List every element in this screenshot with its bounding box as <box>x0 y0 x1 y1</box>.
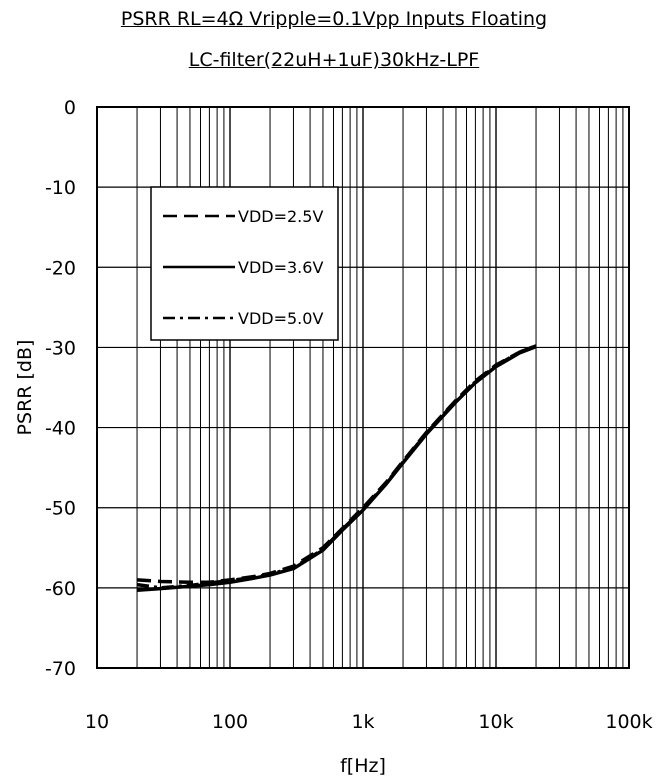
x-tick-label: 100 <box>212 711 248 733</box>
y-tick-label: -60 <box>45 578 76 600</box>
y-axis-label: PSRR [dB] <box>14 340 36 436</box>
y-tick-label: -20 <box>45 257 76 279</box>
plot-frame <box>96 106 630 669</box>
y-tick-label: 0 <box>64 97 76 119</box>
x-tick-label: 1k <box>351 711 374 733</box>
y-tick-label: -10 <box>45 177 76 199</box>
legend-label: VDD=2.5V <box>238 207 323 226</box>
series-line-VDD=5.0V <box>136 344 537 590</box>
y-tick-label: -40 <box>45 418 76 440</box>
x-tick-label: 100k <box>605 711 652 733</box>
chart-subtitle: LC-filter(22uH+1uF)30kHz-LPF <box>188 49 480 71</box>
series-lines <box>136 344 537 593</box>
tick-labels: 10 100 1k 10k 100k 0 -10 -20 -30 -40 -50 -60 -70 <box>45 97 653 733</box>
legend-label: VDD=5.0V <box>238 309 323 328</box>
y-tick-label: -30 <box>45 337 76 359</box>
y-tick-label: -70 <box>45 658 76 680</box>
chart-title: PSRR RL=4Ω Vripple=0.1Vpp Inputs Floatin… <box>120 8 548 30</box>
x-tick-label: 10 <box>85 711 109 733</box>
legend-box <box>150 186 339 341</box>
legend-label: VDD=3.6V <box>238 258 323 277</box>
x-axis-label: f[Hz] <box>340 755 386 777</box>
y-tick-label: -50 <box>45 498 76 520</box>
legend: VDD=2.5V VDD=3.6V VDD=5.0V <box>150 186 339 341</box>
x-tick-label: 10k <box>478 711 513 733</box>
